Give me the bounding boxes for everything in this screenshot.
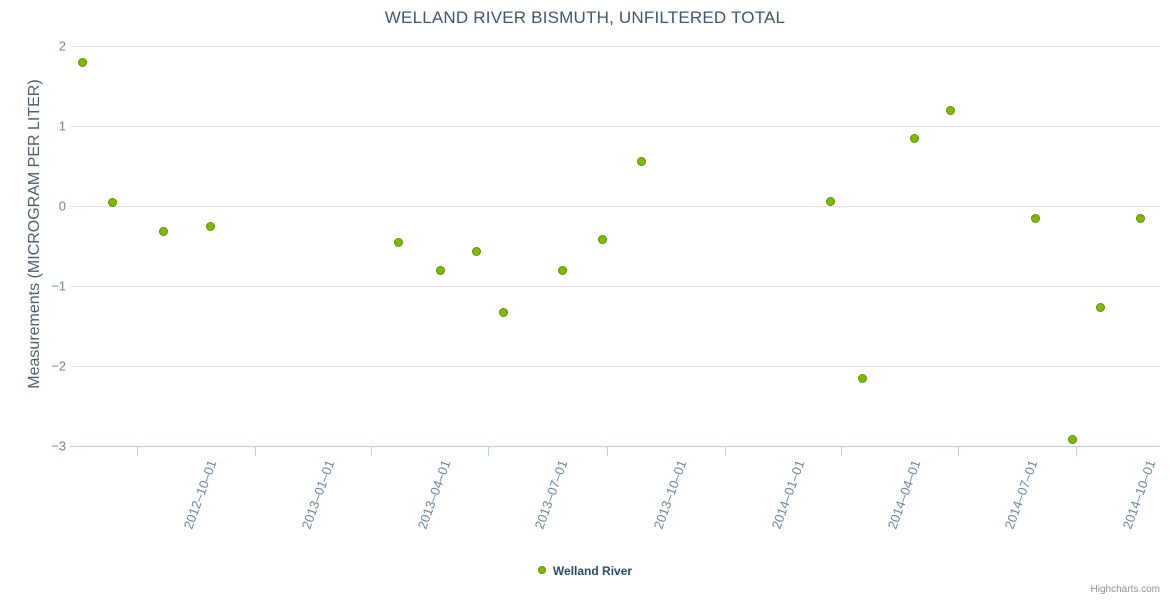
legend-marker-icon: [537, 565, 546, 574]
y-tick-label: 2: [58, 38, 66, 54]
legend-item-welland-river[interactable]: Welland River: [552, 563, 633, 578]
y-gridline: [70, 126, 1160, 127]
data-point[interactable]: [472, 247, 482, 257]
x-tick-label: 2013–07–01: [531, 458, 571, 532]
y-axis-title: Measurements (MICROGRAM PER LITER): [26, 79, 43, 389]
plot-area: 2 1 0 −1 −2 −3: [51, 39, 1160, 454]
x-tick-mark: [606, 447, 608, 456]
x-tick-mark: [840, 447, 842, 456]
y-tick-label: 1: [58, 118, 66, 134]
y-tick-label: −1: [51, 278, 66, 294]
y-gridline: [70, 366, 1160, 367]
x-tick-label: 2014–07–01: [1001, 458, 1041, 532]
x-tick-mark: [255, 447, 257, 456]
y-gridline: [70, 206, 1160, 207]
data-point[interactable]: [826, 196, 836, 206]
data-point[interactable]: [945, 106, 955, 116]
chart-legend[interactable]: Welland River: [0, 563, 1170, 578]
data-point[interactable]: [436, 266, 446, 276]
data-point[interactable]: [1030, 214, 1040, 224]
data-point[interactable]: [1067, 435, 1077, 445]
data-point[interactable]: [205, 221, 215, 231]
data-point[interactable]: [909, 133, 919, 143]
x-tick-mark: [488, 447, 490, 456]
data-point[interactable]: [858, 374, 868, 384]
data-point[interactable]: [558, 265, 568, 275]
credits-label[interactable]: Highcharts.com: [1090, 584, 1160, 595]
x-axis-line: [70, 446, 1160, 447]
y-gridline: [70, 46, 1160, 47]
x-tick-label: 2013–10–01: [650, 458, 690, 532]
data-point[interactable]: [1136, 214, 1146, 224]
x-tick-mark: [1076, 447, 1078, 456]
data-point[interactable]: [78, 57, 88, 67]
y-tick-label: −2: [51, 358, 66, 374]
x-tick-label: 2012–10–01: [180, 458, 220, 532]
x-tick-mark: [371, 447, 373, 456]
chart-title: WELLAND RIVER BISMUTH, UNFILTERED TOTAL: [384, 8, 786, 27]
x-tick-mark: [136, 447, 138, 456]
x-tick-label: 2014–10–01: [1119, 458, 1159, 532]
x-tick-label: 2013–04–01: [414, 458, 454, 532]
x-tick-mark: [725, 447, 727, 456]
x-tick-label: 2014–04–01: [884, 458, 924, 532]
data-point[interactable]: [1096, 303, 1106, 313]
y-tick-label: −3: [51, 438, 66, 454]
x-tick-mark: [957, 447, 959, 456]
data-point[interactable]: [159, 227, 169, 237]
data-point[interactable]: [499, 307, 509, 317]
y-gridline: [70, 286, 1160, 287]
x-tick-label: 2014–01–01: [768, 458, 808, 532]
x-tick-label: 2013–01–01: [298, 458, 338, 532]
data-point[interactable]: [598, 235, 608, 245]
data-point[interactable]: [393, 237, 403, 247]
data-point[interactable]: [636, 156, 646, 166]
y-tick-label: 0: [58, 198, 66, 214]
data-point[interactable]: [107, 197, 117, 207]
